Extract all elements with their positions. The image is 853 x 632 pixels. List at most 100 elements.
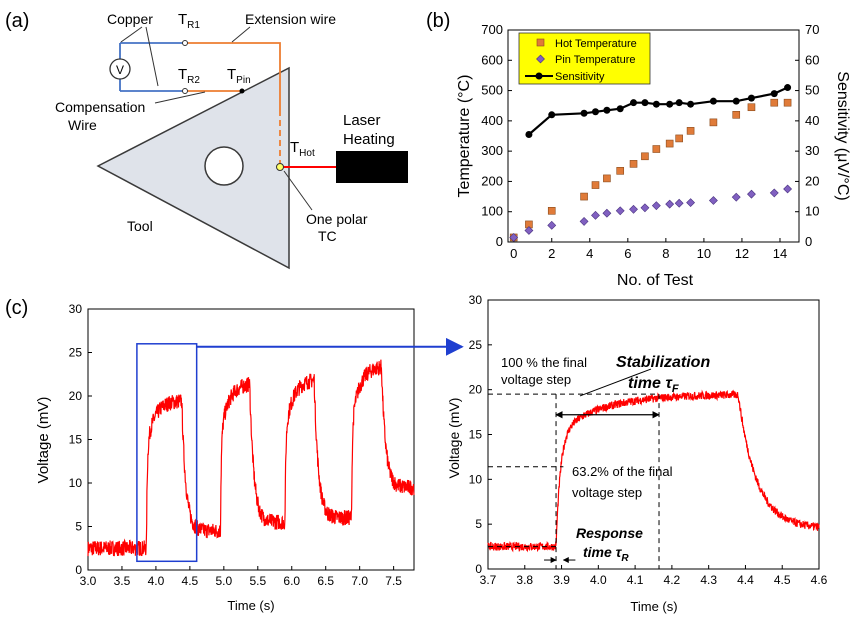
chart-c1-y-tick-label: 20	[69, 389, 83, 403]
tr1-label: TR1	[178, 11, 200, 31]
chart-c1-x-tick-label: 4.0	[148, 574, 165, 588]
chart-c2-y-ticks: 0 5 10 15 20 25 30	[469, 293, 492, 576]
chart-b-y-tick-label: 500	[481, 83, 503, 98]
chart-c1-y-tick-label: 30	[69, 302, 83, 316]
chart-b-y-tick-label: 100	[481, 204, 503, 219]
chart-c2-y-tick-label: 10	[469, 472, 483, 486]
annotation-100-line1: 100 % the final	[501, 355, 587, 370]
chart-b-x-tick-label: 10	[697, 246, 711, 261]
chart-c1-x-tick-label: 7.5	[385, 574, 402, 588]
chart-c2-x-tick-label: 4.1	[627, 573, 644, 587]
chart-c1-y-tick-label: 5	[75, 520, 82, 534]
one-polar-pointer	[283, 170, 313, 211]
chart-b-y2-tick-label: 60	[805, 52, 819, 67]
compensation-label-1: Compensation	[55, 99, 145, 115]
voltmeter-label: V	[116, 63, 124, 77]
annotation-response-line2: time τR	[583, 544, 629, 564]
extension-wire	[185, 42, 281, 110]
extension-pointer	[231, 26, 251, 43]
hot-temperature-point	[686, 127, 695, 135]
chart-c2-x-tick-label: 4.2	[664, 573, 681, 587]
sensitivity-point	[666, 100, 674, 108]
panel-label-b: (b)	[426, 10, 450, 32]
pin-temperature-point	[547, 220, 557, 230]
chart-b-y-tick-label: 700	[481, 22, 503, 37]
laser-label-2: Heating	[343, 131, 395, 148]
chart-c2-frame	[487, 299, 820, 570]
chart-c1-y-tick-label: 15	[69, 433, 83, 447]
chart-c2-x-tick-label: 3.8	[516, 573, 533, 587]
sensitivity-point	[548, 111, 556, 119]
chart-c1-ylabel: Voltage (mV)	[35, 397, 52, 484]
sensitivity-point	[770, 90, 778, 98]
chart-b-y2-tick-label: 40	[805, 113, 819, 128]
pin-temperature-point	[665, 199, 675, 209]
chart-c1-x-tick-label: 6.0	[283, 574, 300, 588]
hot-temperature-point	[603, 174, 611, 183]
voltmeter-icon	[109, 58, 131, 80]
sensitivity-point	[784, 84, 792, 92]
sensitivity-point	[747, 94, 755, 102]
sensitivity-point	[652, 100, 660, 108]
sensitivity-point	[675, 99, 683, 107]
laser-label-1: Laser	[343, 112, 381, 129]
chart-c1-y-tick-label: 25	[69, 346, 83, 360]
thot-label: THot	[290, 139, 315, 159]
copper-pointer-1	[120, 26, 143, 43]
chart-c2-x-ticks: 3.7 3.8 3.9 4.0 4.1 4.2 4.3 4.4 4.5 4.6	[480, 565, 828, 587]
sensitivity-point	[687, 100, 695, 108]
sensitivity-point	[616, 105, 624, 113]
chart-b-y-ticks: 0 100 200 300 400 500 600 700	[481, 22, 512, 249]
zoom-region-box	[136, 343, 198, 563]
pin-temperature-point	[731, 192, 741, 202]
sensitivity-point	[630, 99, 638, 107]
legend-pin-label: Pin Temperature	[555, 54, 636, 66]
laser-source	[336, 151, 408, 183]
hot-temperature-point	[547, 207, 556, 215]
legend-sensitivity-marker	[535, 72, 543, 80]
extension-wire-label: Extension wire	[245, 11, 336, 27]
tpin-label: TPin	[227, 66, 251, 86]
pin-temperature-point	[524, 226, 534, 235]
tr1-junction	[182, 40, 188, 46]
chart-b-x-tick-label: 4	[586, 246, 593, 261]
hot-temperature-point	[629, 160, 638, 168]
chart-b-y-tick-label: 400	[481, 113, 503, 128]
pin-temperature-point	[591, 210, 600, 220]
chart-c2-x-tick-label: 4.4	[737, 573, 754, 587]
chart-b-y-tick-label: 600	[481, 52, 503, 67]
legend-hot-marker	[536, 38, 545, 47]
chart-c2-xlabel: Time (s)	[630, 599, 677, 614]
tool-label: Tool	[127, 218, 153, 234]
hot-temperature-point	[616, 167, 625, 175]
compensation-pointer	[154, 91, 206, 104]
tr2-label: TR2	[178, 66, 200, 86]
chart-b-x-tick-label: 14	[773, 246, 787, 261]
chart-b-y2-tick-label: 0	[805, 234, 812, 249]
sensitivity-point	[591, 108, 599, 116]
chart-c1-x-tick-label: 7.0	[351, 574, 368, 588]
compensation-label-2: Wire	[68, 117, 97, 133]
hot-temperature-point	[709, 118, 718, 127]
chart-c1-x-tick-label: 4.5	[182, 574, 199, 588]
hot-temperature-point	[783, 98, 792, 107]
chart-b-xlabel: No. of Test	[617, 272, 694, 289]
chart-b-x-tick-label: 8	[662, 246, 669, 261]
pin-temperature-point	[651, 201, 661, 211]
annotation-stab-line2: time τF	[628, 375, 679, 395]
pin-temperature-point	[747, 189, 756, 199]
chart-c2-guide-lines	[488, 368, 660, 569]
chart-c1-y-tick-label: 10	[69, 476, 83, 490]
tool-triangle	[96, 66, 290, 270]
legend-pin-marker	[536, 54, 545, 64]
sensitivity-point	[603, 106, 611, 114]
pin-temperature-point	[769, 188, 779, 198]
chart-b-y2-tick-label: 50	[805, 83, 819, 98]
chart-c2-y-tick-label: 5	[475, 517, 482, 531]
chart-b-y2-tick-label: 70	[805, 22, 819, 37]
panel-label-c: (c)	[5, 297, 28, 319]
pin-temperature-point	[686, 198, 696, 208]
chart-c2-ylabel: Voltage (mV)	[446, 398, 462, 479]
pin-temperature-point	[640, 203, 650, 213]
